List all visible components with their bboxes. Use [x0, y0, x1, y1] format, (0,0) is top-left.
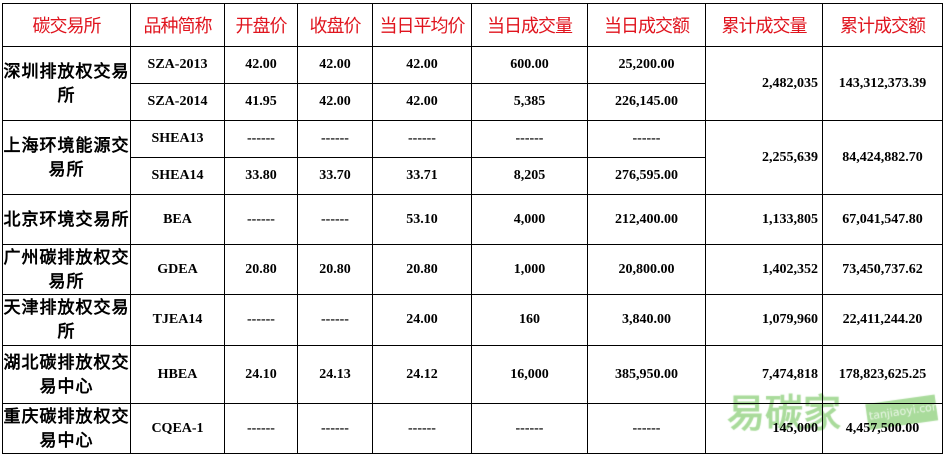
table-row: 广州碳排放权交易所 GDEA 20.80 20.80 20.80 1,000 20,800.…: [2, 244, 943, 295]
cell: SHEA14: [130, 157, 225, 195]
exchange-name: 上海环境能源交易所: [2, 120, 131, 195]
cell: ------: [297, 194, 373, 245]
cum-amount: 84,424,882.70: [822, 120, 943, 195]
exchange-name: 深圳排放权交易所: [2, 46, 131, 121]
table-row: 北京环境交易所 BEA ------ ------ 53.10 4,000 212,400.…: [2, 194, 943, 245]
column-header: 当日成交量: [471, 3, 588, 47]
table-row: 深圳排放权交易所 SZA-2013 42.00 42.00 42.00 600.00 25,…: [2, 46, 943, 121]
cum-amount: 22,411,244.20: [822, 294, 943, 346]
cell: TJEA14: [130, 294, 225, 346]
column-header: 当日成交额: [587, 3, 706, 47]
table-row: SHEA14 33.80 33.70 33.71 8,205 276,595.00: [3, 157, 943, 195]
cell: CQEA-1: [130, 403, 225, 454]
column-header: 累计成交量: [705, 3, 823, 47]
cell: SZA-2013: [130, 46, 225, 84]
cell: 3,840.00: [587, 294, 706, 346]
cell: 160: [471, 294, 588, 346]
cell: GDEA: [130, 244, 225, 295]
cell: 42.00: [372, 46, 472, 84]
table-row: 上海环境能源交易所 SHEA13 ------ ------ ------ ------ -…: [2, 120, 943, 195]
cell: 4,000: [471, 194, 588, 245]
exchange-name: 重庆碳排放权交易中心: [2, 403, 131, 454]
table-row: 湖北碳排放权交易中心 HBEA 24.10 24.13 24.12 16,000 385,9…: [2, 345, 943, 404]
cell: ------: [372, 120, 472, 158]
cell: 5,385: [471, 83, 588, 121]
cell: ------: [471, 403, 588, 454]
cell: 226,145.00: [587, 83, 706, 121]
cell: 24.13: [297, 345, 373, 404]
cell: 20,800.00: [587, 244, 706, 295]
cell: ------: [297, 403, 373, 454]
cell: ------: [297, 120, 373, 158]
cell: ------: [587, 120, 706, 158]
cell: 42.00: [372, 83, 472, 121]
cell: 24.00: [372, 294, 472, 346]
exchange-name: 北京环境交易所: [2, 194, 131, 245]
cell: 1,000: [471, 244, 588, 295]
column-header: 累计成交额: [822, 3, 943, 47]
cell: 41.95: [224, 83, 298, 121]
cell: ------: [224, 120, 298, 158]
cell: 212,400.00: [587, 194, 706, 245]
cell: 600.00: [471, 46, 588, 84]
cell: ------: [224, 294, 298, 346]
cell: 25,200.00: [587, 46, 706, 84]
cum-volume: 1,133,805: [705, 194, 823, 245]
cell: 24.12: [372, 345, 472, 404]
cell: 33.80: [224, 157, 298, 195]
cum-volume: 145,000: [705, 403, 823, 454]
cell: HBEA: [130, 345, 225, 404]
cell: 42.00: [297, 46, 373, 84]
column-header: 开盘价: [224, 3, 298, 47]
column-header: 收盘价: [297, 3, 373, 47]
exchange-name: 广州碳排放权交易所: [2, 244, 131, 295]
cum-volume: 1,079,960: [705, 294, 823, 346]
cell: BEA: [130, 194, 225, 245]
cum-amount: 178,823,625.25: [822, 345, 943, 404]
cell: 33.71: [372, 157, 472, 195]
exchange-name: 天津排放权交易所: [2, 294, 131, 346]
cell: 53.10: [372, 194, 472, 245]
cell: 42.00: [297, 83, 373, 121]
cum-volume: 1,402,352: [705, 244, 823, 295]
cum-amount: 73,450,737.62: [822, 244, 943, 295]
cell: SHEA13: [130, 120, 225, 158]
cell: ------: [372, 403, 472, 454]
cell: ------: [297, 294, 373, 346]
column-header: 品种简称: [130, 3, 225, 47]
column-header: 碳交易所: [2, 3, 131, 47]
carbon-trading-table: 碳交易所 品种简称 开盘价 收盘价 当日平均价 当日成交量 当日成交额 累计成交量 累计成交额 …: [2, 3, 943, 454]
table-row: 重庆碳排放权交易中心 CQEA-1 ------ ------ ------ ------…: [2, 403, 943, 454]
cell: SZA-2014: [130, 83, 225, 121]
table-row: 天津排放权交易所 TJEA14 ------ ------ 24.00 160 3,840.…: [2, 294, 943, 346]
cell: 16,000: [471, 345, 588, 404]
cell: 276,595.00: [587, 157, 706, 195]
cell: 42.00: [224, 46, 298, 84]
column-header: 当日平均价: [372, 3, 472, 47]
table-row: SZA-2014 41.95 42.00 42.00 5,385 226,145.00: [3, 83, 943, 121]
cum-volume: 2,482,035: [705, 46, 823, 121]
cell: 20.80: [297, 244, 373, 295]
cell: 24.10: [224, 345, 298, 404]
cum-amount: 143,312,373.39: [822, 46, 943, 121]
cell: 20.80: [372, 244, 472, 295]
cum-amount: 4,457,500.00: [822, 403, 943, 454]
cum-volume: 7,474,818: [705, 345, 823, 404]
cum-amount: 67,041,547.80: [822, 194, 943, 245]
cell: 33.70: [297, 157, 373, 195]
cell: ------: [224, 194, 298, 245]
exchange-name: 湖北碳排放权交易中心: [2, 345, 131, 404]
cum-volume: 2,255,639: [705, 120, 823, 195]
header-row: 碳交易所 品种简称 开盘价 收盘价 当日平均价 当日成交量 当日成交额 累计成交量 累计成交额: [2, 3, 943, 47]
cell: 8,205: [471, 157, 588, 195]
cell: ------: [587, 403, 706, 454]
cell: 385,950.00: [587, 345, 706, 404]
cell: ------: [471, 120, 588, 158]
cell: ------: [224, 403, 298, 454]
cell: 20.80: [224, 244, 298, 295]
